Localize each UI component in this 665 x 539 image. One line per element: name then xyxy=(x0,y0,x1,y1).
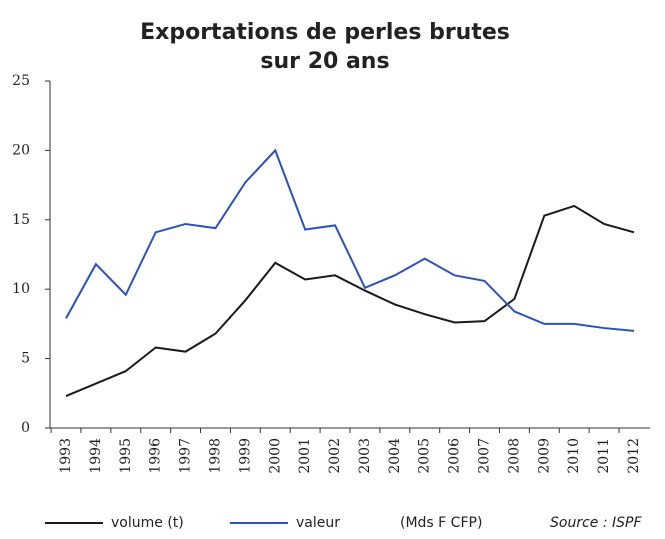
legend-note: (Mds F CFP) xyxy=(400,515,482,531)
x-tick-label: 2009 xyxy=(536,438,552,474)
x-tick-label: 1997 xyxy=(178,438,194,474)
x-tick-label: 1995 xyxy=(118,438,134,474)
source: Source : ISPF xyxy=(550,515,642,531)
y-tick-label: 5 xyxy=(21,351,30,367)
x-tick-label: 2001 xyxy=(297,438,313,474)
x-tick-label: 2012 xyxy=(626,438,642,474)
x-tick-label: 2005 xyxy=(417,438,433,474)
line xyxy=(65,204,635,397)
y-tick-label: 0 xyxy=(21,420,30,436)
x-tick-label: 2008 xyxy=(506,438,522,474)
legend-label: valeur xyxy=(296,515,340,531)
x-tick-label: 2002 xyxy=(327,438,343,474)
x-tick-label: 1998 xyxy=(207,438,223,474)
x-tick-label: 1996 xyxy=(148,438,164,474)
y-tick-label: 20 xyxy=(12,142,30,158)
line xyxy=(65,148,635,332)
y-tick-label: 25 xyxy=(12,73,30,89)
x-tick-label: 2006 xyxy=(447,438,463,474)
x-tick-label: 2003 xyxy=(357,438,373,474)
x-tick-label: 2010 xyxy=(566,438,582,474)
x-tick-label: 1993 xyxy=(58,438,74,474)
x-tick-label: 2011 xyxy=(596,438,612,474)
legend-label: volume (t) xyxy=(111,515,184,531)
x-tick-label: 2007 xyxy=(477,438,493,474)
y-tick-label: 10 xyxy=(12,281,30,297)
chart-title: Exportations de perles brutes xyxy=(140,20,510,45)
chart-title: sur 20 ans xyxy=(260,49,389,74)
x-tick-label: 1994 xyxy=(88,438,104,474)
x-tick-label: 2000 xyxy=(267,438,283,474)
x-tick-label: 2004 xyxy=(387,438,403,474)
x-tick-label: 1999 xyxy=(237,438,253,474)
y-tick-label: 15 xyxy=(12,212,30,228)
